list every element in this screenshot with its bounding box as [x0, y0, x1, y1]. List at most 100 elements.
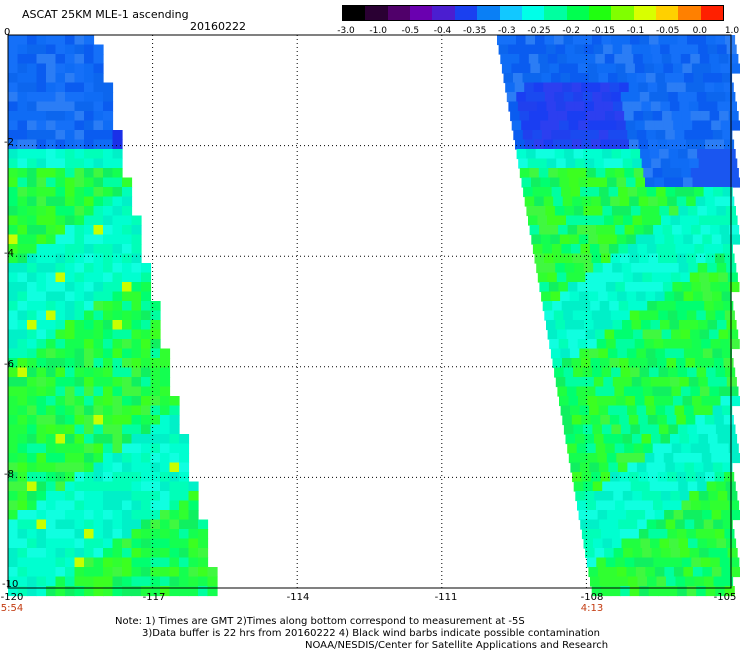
swath-cell	[545, 149, 555, 159]
swath-cell	[724, 415, 734, 425]
swath-cell	[103, 130, 113, 140]
swath-cell	[646, 406, 656, 416]
swath-cell	[607, 567, 617, 577]
swath-cell	[575, 159, 585, 169]
swath-cell	[535, 92, 545, 102]
swath-cell	[712, 178, 722, 188]
swath-cell	[151, 396, 161, 406]
swath-cell	[151, 368, 161, 378]
swath-cell	[648, 140, 658, 150]
swath-cell	[663, 282, 673, 292]
swath-cell	[542, 73, 552, 83]
swath-cell	[599, 187, 609, 197]
swath-cell	[84, 263, 94, 273]
swath-cell	[103, 529, 113, 539]
swath-cell	[113, 377, 123, 387]
swath-cell	[46, 244, 56, 254]
swath-cell	[170, 444, 180, 454]
swath-cell	[604, 159, 614, 169]
swath-cell	[113, 472, 123, 482]
swath-cell	[678, 206, 688, 216]
swath-cell	[586, 387, 596, 397]
swath-cell	[170, 510, 180, 520]
swath-cell	[606, 558, 616, 568]
swath-cell	[151, 548, 161, 558]
swath-cell	[717, 45, 727, 55]
swath-cell	[659, 482, 669, 492]
swath-cell	[56, 130, 66, 140]
swath-cell	[651, 45, 661, 55]
swath-cell	[645, 396, 655, 406]
swath-cell	[103, 396, 113, 406]
swath-cell	[556, 102, 566, 112]
swath-cell	[694, 406, 704, 416]
swath-cell	[198, 539, 208, 549]
swath-cell	[75, 178, 85, 188]
swath-cell	[562, 415, 572, 425]
swath-cell	[711, 121, 721, 131]
swath-cell	[584, 377, 594, 387]
swath-cell	[46, 273, 56, 283]
swath-cell	[56, 35, 66, 45]
swath-cell	[198, 529, 208, 539]
swath-cell	[132, 510, 142, 520]
swath-cell	[543, 301, 553, 311]
swath-cell	[559, 121, 569, 131]
swath-cell	[700, 387, 710, 397]
swath-cell	[646, 463, 656, 473]
swath-cell	[18, 339, 28, 349]
swath-cell	[18, 396, 28, 406]
swath-cell	[569, 121, 579, 131]
swath-cell	[646, 292, 656, 302]
swath-cell	[652, 273, 662, 283]
swath-cell	[687, 425, 697, 435]
swath-cell	[703, 463, 713, 473]
swath-cell	[632, 434, 642, 444]
swath-cell	[521, 121, 531, 131]
swath-cell	[132, 301, 142, 311]
swath-cell	[56, 263, 66, 273]
swath-cell	[678, 482, 688, 492]
swath-cell	[591, 529, 601, 539]
swath-cell	[596, 225, 606, 235]
swath-cell	[684, 73, 694, 83]
swath-cell	[113, 197, 123, 207]
swath-cell	[113, 301, 123, 311]
swath-cell	[580, 187, 590, 197]
swath-cell	[710, 558, 720, 568]
swath-cell	[609, 301, 619, 311]
swath-cell	[75, 111, 85, 121]
swath-cell	[46, 149, 56, 159]
swath-cell	[37, 320, 47, 330]
swath-cell	[132, 235, 142, 245]
swath-cell	[672, 168, 682, 178]
swath-cell	[544, 140, 554, 150]
swath-cell	[132, 501, 142, 511]
swath-cell	[709, 216, 719, 226]
swath-cell	[647, 187, 657, 197]
swath-cell	[720, 225, 730, 235]
swath-cell	[65, 102, 75, 112]
swath-cell	[647, 577, 657, 587]
swath-cell	[686, 415, 696, 425]
swath-cell	[594, 377, 604, 387]
swath-cell	[683, 453, 693, 463]
swath-cell	[660, 263, 670, 273]
swath-cell	[534, 140, 544, 150]
swath-cell	[698, 45, 708, 55]
swath-cell	[697, 482, 707, 492]
swath-cell	[557, 330, 567, 340]
swath-cell	[676, 83, 686, 93]
swath-cell	[655, 510, 665, 520]
swath-cell	[727, 320, 737, 330]
swath-cell	[65, 140, 75, 150]
swath-cell	[568, 225, 578, 235]
swath-cell	[113, 140, 123, 150]
swath-cell	[705, 83, 715, 93]
swath-cell	[628, 577, 638, 587]
swath-cell	[617, 235, 627, 245]
swath-cell	[27, 225, 37, 235]
swath-cell	[94, 415, 104, 425]
swath-cell	[672, 111, 682, 121]
swath-cell	[27, 159, 37, 169]
